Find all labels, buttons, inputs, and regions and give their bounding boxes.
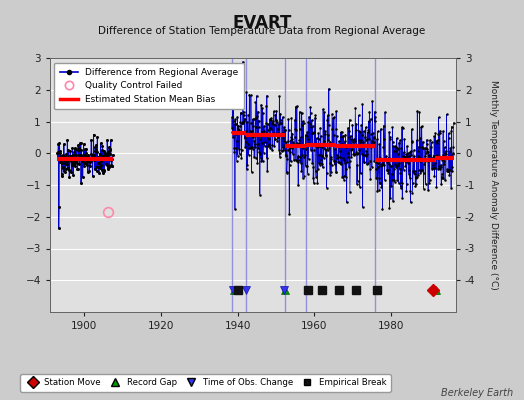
- Legend: Difference from Regional Average, Quality Control Failed, Estimated Station Mean: Difference from Regional Average, Qualit…: [54, 62, 244, 109]
- Legend: Station Move, Record Gap, Time of Obs. Change, Empirical Break: Station Move, Record Gap, Time of Obs. C…: [20, 374, 390, 392]
- Y-axis label: Monthly Temperature Anomaly Difference (°C): Monthly Temperature Anomaly Difference (…: [489, 80, 498, 290]
- Text: Difference of Station Temperature Data from Regional Average: Difference of Station Temperature Data f…: [99, 26, 425, 36]
- Text: EVART: EVART: [232, 14, 292, 32]
- Text: Berkeley Earth: Berkeley Earth: [441, 388, 514, 398]
